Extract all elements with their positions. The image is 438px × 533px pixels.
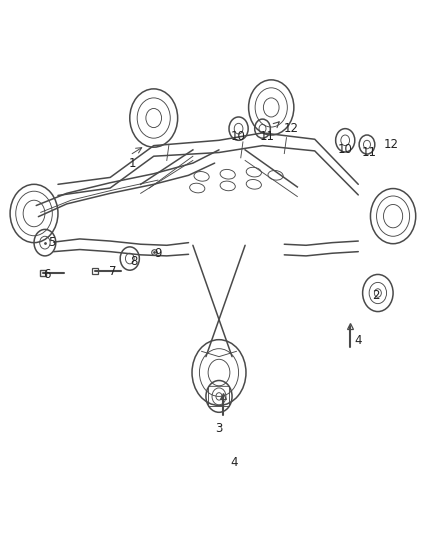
Text: 11: 11	[259, 130, 274, 143]
Text: 7: 7	[109, 265, 116, 278]
Text: 12: 12	[383, 138, 399, 151]
Text: 11: 11	[362, 146, 377, 159]
Text: 4: 4	[354, 334, 362, 347]
Text: 12: 12	[283, 122, 298, 135]
Text: 3: 3	[215, 422, 223, 435]
Text: 5: 5	[48, 236, 55, 249]
Text: 8: 8	[131, 255, 138, 268]
Text: 2: 2	[372, 289, 379, 302]
Text: 10: 10	[231, 130, 246, 143]
Text: 6: 6	[43, 268, 51, 281]
Text: 4: 4	[230, 456, 238, 469]
Text: 10: 10	[338, 143, 353, 156]
Text: 1: 1	[128, 157, 136, 169]
Text: 9: 9	[154, 247, 162, 260]
